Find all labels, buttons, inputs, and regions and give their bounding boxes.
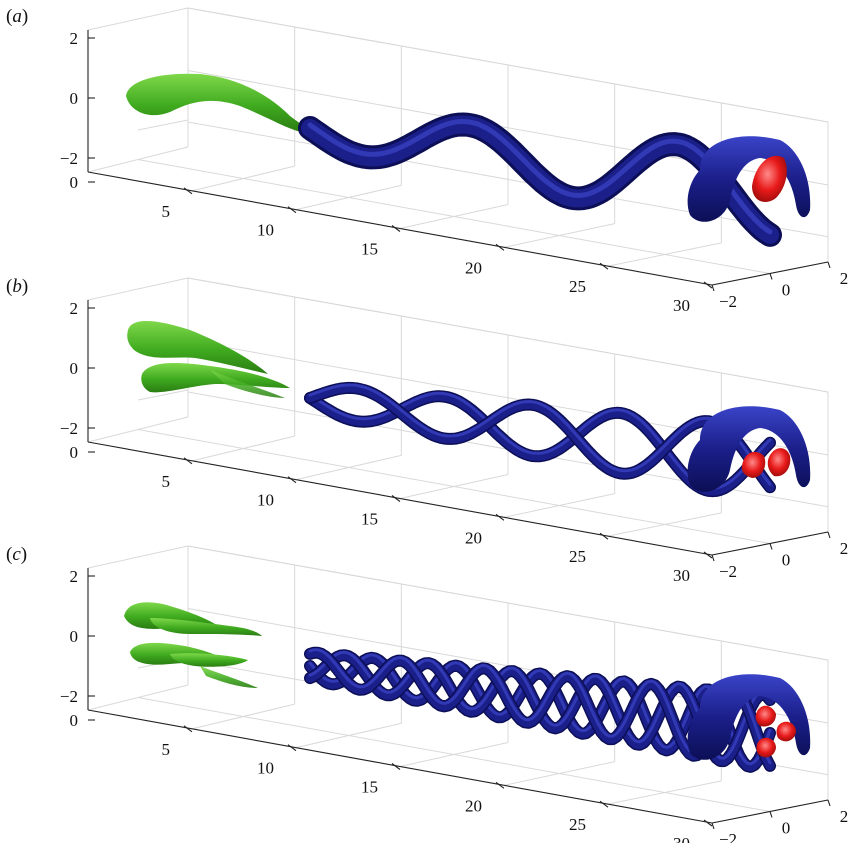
y-tick-label: 2 xyxy=(840,269,848,288)
z-tick-label: 0 xyxy=(70,443,79,462)
x-tick-label: 20 xyxy=(465,258,482,277)
x-tick-label: 15 xyxy=(361,778,378,797)
z-tick-label: −2 xyxy=(60,687,78,706)
y-tick-label: 0 xyxy=(782,551,791,570)
helical-vortex xyxy=(304,646,811,773)
x-tick-label: 20 xyxy=(465,528,482,547)
panel-label-letter: a xyxy=(12,6,22,27)
panel-label: (b) xyxy=(6,276,28,297)
z-tick-label: 0 xyxy=(70,711,79,730)
x-tick-label: 15 xyxy=(361,510,378,529)
z-tick-label: 0 xyxy=(70,173,79,192)
z-tick-label: 2 xyxy=(70,29,79,48)
panel-label-open: ( xyxy=(6,276,12,297)
panel-label-letter: c xyxy=(12,544,21,565)
y-tick-label: 2 xyxy=(840,539,848,558)
x-tick-label: 25 xyxy=(569,547,586,566)
panel-label-open: ( xyxy=(6,544,12,565)
x-tick-label: 10 xyxy=(257,221,274,240)
x-tick-label: 15 xyxy=(361,240,378,259)
panel-label-close: ) xyxy=(22,6,28,27)
helical-vortex xyxy=(298,112,811,247)
y-tick-label: 0 xyxy=(782,819,791,838)
x-tick-label: 30 xyxy=(673,566,690,585)
y-tick-label: −2 xyxy=(719,562,737,581)
core-structure xyxy=(752,155,787,202)
x-tick-label: 5 xyxy=(162,740,171,759)
z-tick-label: −2 xyxy=(60,419,78,438)
x-tick-label: 30 xyxy=(673,834,690,843)
y-tick-label: −2 xyxy=(719,830,737,843)
panel-label-letter: b xyxy=(12,276,22,297)
helical-vortex xyxy=(304,381,811,498)
z-tick-label: 0 xyxy=(70,627,79,646)
core-structure xyxy=(755,705,796,758)
vortex-structures xyxy=(124,602,811,773)
panel-label-close: ) xyxy=(22,276,28,297)
upstream-structure xyxy=(126,73,308,133)
x-tick-label: 10 xyxy=(257,759,274,778)
x-tick-label: 5 xyxy=(162,472,171,491)
z-tick-label: 2 xyxy=(70,567,79,586)
x-tick-label: 30 xyxy=(673,296,690,315)
panel-label-close: ) xyxy=(21,544,27,565)
panel-label: (a) xyxy=(6,6,28,27)
z-tick-label: −2 xyxy=(60,149,78,168)
panel-label: (c) xyxy=(6,544,27,565)
grid-lines xyxy=(87,7,829,286)
vortex-structures xyxy=(127,320,811,498)
vortex-structures xyxy=(126,73,811,247)
x-tick-label: 25 xyxy=(569,815,586,834)
x-tick-label: 20 xyxy=(465,796,482,815)
z-tick-label: 2 xyxy=(70,299,79,318)
y-tick-label: −2 xyxy=(719,292,737,311)
upstream-structure xyxy=(127,320,290,398)
core-structure xyxy=(741,448,791,478)
y-tick-label: 2 xyxy=(840,807,848,826)
x-tick-label: 10 xyxy=(257,491,274,510)
y-tick-label: 0 xyxy=(782,281,791,300)
panel-label-open: ( xyxy=(6,6,12,27)
x-tick-label: 5 xyxy=(162,202,171,221)
z-tick-label: 0 xyxy=(70,89,79,108)
z-tick-label: 0 xyxy=(70,359,79,378)
x-tick-label: 25 xyxy=(569,277,586,296)
upstream-structure xyxy=(124,602,262,688)
